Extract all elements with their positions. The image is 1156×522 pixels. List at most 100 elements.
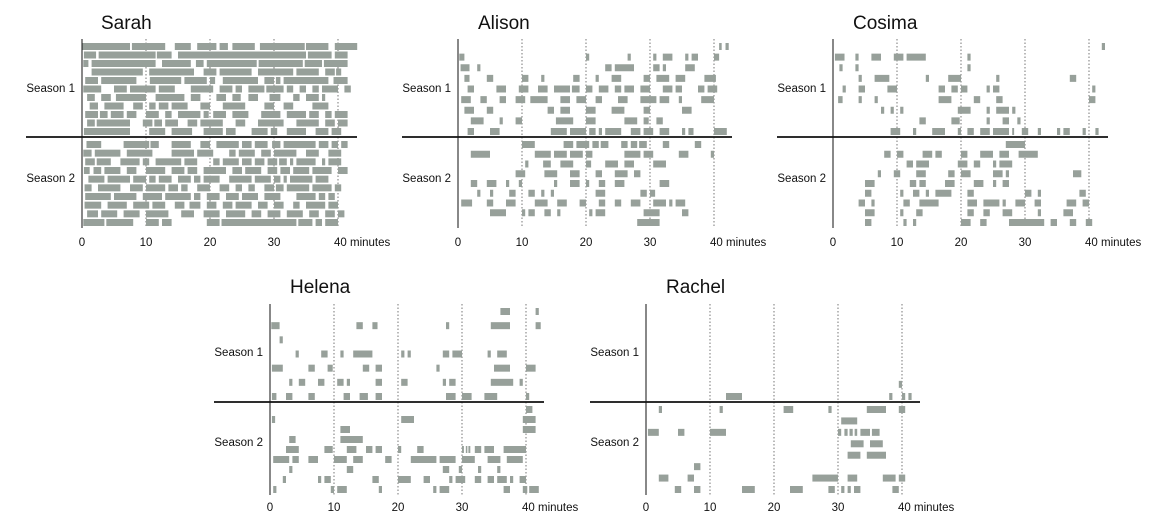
sarah-season2-bar bbox=[165, 193, 191, 200]
helena-season1-bar bbox=[340, 350, 344, 358]
cosima-season1-bar bbox=[967, 128, 974, 135]
cosima-x-tick-label: 20 bbox=[955, 237, 968, 249]
alison-season2-bar bbox=[563, 141, 574, 148]
sarah-x-tick-label: 10 bbox=[140, 237, 153, 249]
cosima-season2-bar bbox=[999, 160, 1013, 168]
alison-season2-bar bbox=[506, 199, 516, 207]
helena-season2-bar bbox=[497, 476, 507, 483]
sarah-season1-bar bbox=[259, 43, 305, 50]
rachel-season1-bar bbox=[902, 393, 906, 400]
sarah-season1-bar bbox=[299, 85, 306, 93]
alison-season2-bar bbox=[509, 189, 516, 197]
sarah-season1-bar bbox=[165, 119, 178, 127]
sarah-season2-bar bbox=[126, 149, 153, 157]
alison-season2-bar bbox=[614, 180, 625, 187]
alison-season1-bar bbox=[586, 85, 593, 93]
alison-season2-bar bbox=[598, 180, 606, 187]
sarah-season2-bar bbox=[274, 149, 297, 157]
alison-season1-bar bbox=[477, 64, 481, 72]
alison-season2-bar bbox=[595, 209, 606, 217]
helena-season2-bar bbox=[462, 456, 475, 463]
alison-season2-bar bbox=[653, 199, 666, 207]
sarah-season2-bar bbox=[235, 184, 242, 192]
sarah-season2-bar bbox=[334, 184, 342, 192]
helena-season1-bar bbox=[337, 378, 344, 386]
alison-season2-bar bbox=[650, 189, 656, 197]
sarah-season2-bar bbox=[331, 141, 338, 148]
sarah-season2-bar bbox=[88, 175, 105, 183]
helena-season1-bar bbox=[452, 350, 462, 358]
alison-season1-bar bbox=[598, 128, 602, 135]
helena-x-tick-label: 20 bbox=[392, 502, 405, 514]
sarah-season2-bar bbox=[318, 193, 326, 200]
helena-season1-bar bbox=[436, 364, 440, 372]
sarah-season2-bar bbox=[181, 210, 194, 218]
alison-season1-bar bbox=[598, 85, 609, 93]
sarah-season1-bar bbox=[133, 102, 143, 110]
sarah-season2-bar bbox=[328, 201, 338, 209]
helena-season1-bar bbox=[519, 378, 523, 386]
sarah-season1-bar bbox=[203, 111, 209, 118]
helena-season2-bar bbox=[289, 436, 296, 443]
alison-season1-bar bbox=[698, 85, 705, 93]
alison-season1-bar bbox=[541, 74, 545, 82]
helena-season2-bar bbox=[449, 476, 453, 483]
sarah-season2-bar bbox=[171, 141, 191, 148]
sarah-season1-bar bbox=[171, 102, 188, 110]
helena-season2-bar bbox=[458, 466, 462, 473]
sarah-season2-bar bbox=[315, 175, 329, 183]
sarah-season1-bar bbox=[96, 119, 130, 127]
sarah-season1-bar bbox=[336, 68, 342, 76]
helena-season1-bar bbox=[362, 364, 370, 372]
helena-season1-bar bbox=[375, 364, 382, 372]
sarah-season2-bar bbox=[146, 219, 159, 226]
alison-season2-bar bbox=[550, 189, 554, 197]
cosima-season2-bar bbox=[1018, 150, 1038, 158]
sarah-season1-bar bbox=[85, 111, 98, 118]
helena-season2-bar bbox=[439, 456, 456, 463]
cosima-season2-bar bbox=[913, 189, 920, 197]
sarah-season1-bar bbox=[232, 94, 241, 101]
sarah-season1-bar bbox=[190, 94, 201, 101]
sarah-panel-title: Sarah bbox=[101, 13, 152, 34]
alison-season1-bar bbox=[571, 85, 580, 93]
helena-season1-bar bbox=[343, 393, 350, 400]
sarah-season1-bar bbox=[216, 94, 226, 101]
sarah-season2-bar bbox=[87, 210, 98, 218]
alison-season2-bar bbox=[643, 150, 654, 158]
sarah-season2-bar bbox=[206, 219, 220, 226]
sarah-season2-bar bbox=[155, 158, 182, 166]
sarah-season1-bar bbox=[325, 111, 332, 118]
cosima-season1-bar bbox=[887, 85, 897, 93]
cosima-season2-bar bbox=[865, 189, 872, 197]
alison-season1-bar bbox=[656, 117, 663, 125]
sarah-season1-bar bbox=[323, 60, 348, 67]
alison-season2-bar bbox=[694, 141, 702, 148]
sarah-season2-bar bbox=[86, 141, 102, 148]
rachel-season1-bar bbox=[908, 393, 912, 400]
cosima-x-tick-label: 40 minutes bbox=[1085, 237, 1142, 249]
sarah-season2-bar bbox=[84, 201, 102, 209]
rachel-season2-bar bbox=[658, 474, 669, 482]
sarah-season2-bar bbox=[197, 184, 210, 192]
sarah-season2-bar bbox=[120, 158, 140, 166]
alison-season1-bar bbox=[640, 85, 650, 93]
sarah-season1-bar bbox=[206, 60, 257, 67]
cosima-season2-bar bbox=[900, 189, 904, 197]
sarah-season2-bar bbox=[242, 158, 252, 166]
sarah-season1-bar bbox=[235, 119, 246, 127]
sarah-season2-bar bbox=[280, 167, 290, 174]
alison-season1-bar bbox=[560, 96, 570, 104]
cosima-x-tick-label: 0 bbox=[830, 237, 836, 249]
cosima-season1-bar bbox=[986, 117, 990, 125]
cosima-x-tick-label: 10 bbox=[891, 237, 904, 249]
cosima-season1-bar bbox=[858, 85, 865, 93]
helena-season2-bar bbox=[455, 476, 466, 483]
sarah-season2-bar bbox=[107, 175, 130, 183]
sarah-x-tick-label: 40 minutes bbox=[334, 237, 391, 249]
sarah-season2-bar bbox=[272, 141, 281, 148]
alison-season2-bar bbox=[486, 180, 497, 187]
alison-season1-bar bbox=[515, 117, 522, 125]
sarah-season2-bar bbox=[123, 141, 150, 148]
sarah-season1-bar bbox=[266, 85, 284, 93]
